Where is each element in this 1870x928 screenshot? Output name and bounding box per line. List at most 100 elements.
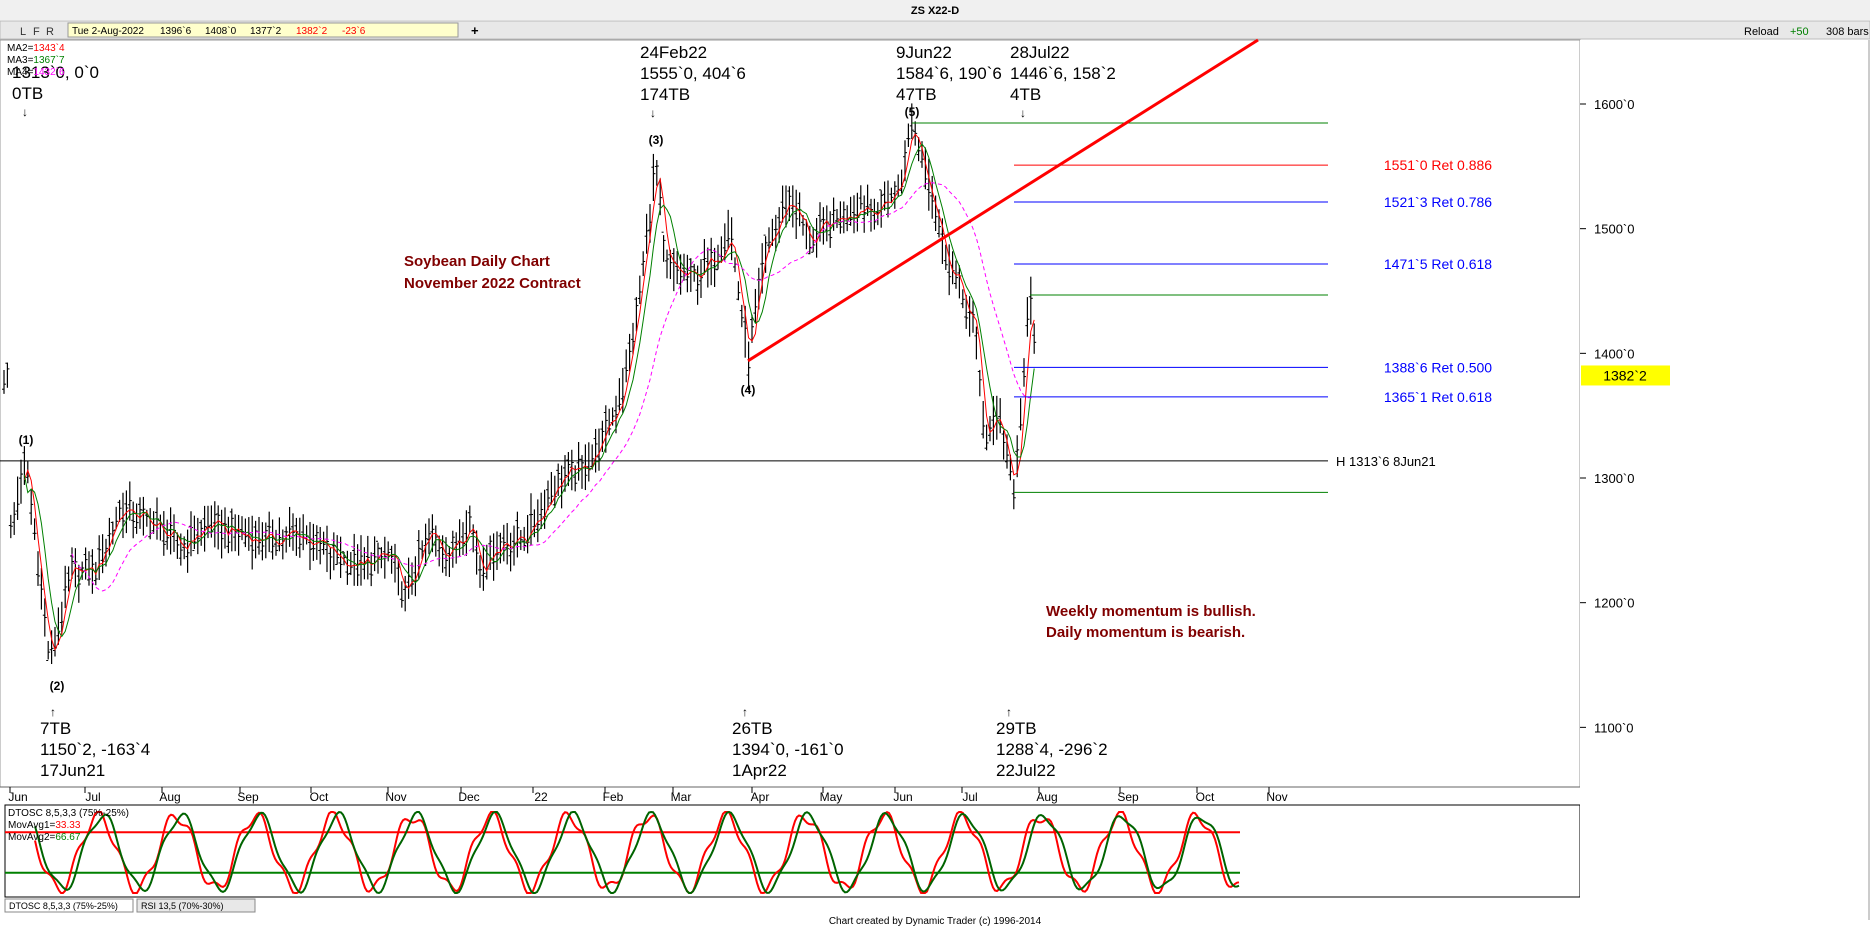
menu-l[interactable]: L: [20, 26, 26, 38]
x-tick-label: Jun: [8, 790, 27, 804]
wave-label: (5): [905, 105, 920, 119]
pivot-label-line: 17Jun21: [40, 761, 105, 780]
pivot-label-line: 1446`6, 158`2: [1010, 64, 1116, 83]
osc-movavg1: MovAvg1=33.33: [8, 820, 81, 831]
tab-rsi-label: RSI 13,5 (70%-30%): [141, 901, 224, 911]
note-title-2: November 2022 Contract: [404, 275, 581, 292]
y-tick-label: 1300`0: [1594, 471, 1634, 486]
x-tick-label: Dec: [458, 790, 479, 804]
pivot-label-line: 1584`6, 190`6: [896, 64, 1002, 83]
moving-averages: [23, 133, 1035, 651]
main-plot-frame: [0, 39, 1581, 788]
pivot-arrow: ↑: [742, 705, 748, 719]
quote-close: 1382`2: [296, 25, 328, 37]
wave-label: (1): [19, 433, 34, 447]
pivot-arrow: ↓: [650, 106, 656, 120]
legend-ma3: MA3=1367`7: [7, 54, 65, 66]
x-tick-label: Jul: [962, 790, 977, 804]
pivot-label-line: 174TB: [640, 85, 690, 104]
x-tick-label: Sep: [1117, 790, 1139, 804]
price-bars: [2, 103, 1037, 665]
plus-bars-button[interactable]: +50: [1790, 26, 1809, 38]
x-tick-label: Mar: [671, 790, 692, 804]
quote-change: -23`6: [342, 25, 366, 37]
pivot-label-line: 47TB: [896, 85, 937, 104]
pivot-label-line: 29TB: [996, 719, 1037, 738]
tab-dtosc[interactable]: [4, 898, 134, 913]
retracement-label: 1471`5 Ret 0.618: [1384, 256, 1492, 272]
osc-movavg2: MovAvg2=66.67: [8, 832, 81, 843]
x-tick-label: Nov: [1266, 790, 1287, 804]
current-price-box: [1581, 365, 1670, 386]
moving-average-ma3: [23, 143, 1035, 638]
y-tick-label: 1100`0: [1594, 720, 1634, 735]
note-momentum-1: Weekly momentum is bullish.: [1046, 603, 1256, 620]
y-tick-label: 1500`0: [1594, 222, 1634, 237]
x-tick-label: Apr: [751, 790, 770, 804]
pivot-label-line: 28Jul22: [1010, 43, 1070, 62]
horizontal-high-label: H 1313`6 8Jun21: [1336, 454, 1436, 469]
x-tick-label: May: [820, 790, 843, 804]
x-tick-label: Sep: [237, 790, 259, 804]
menu-r[interactable]: R: [46, 26, 54, 38]
wave-label: (2): [50, 679, 65, 693]
pivot-label-line: 1Apr22: [732, 761, 787, 780]
quote-open: 1396`6: [160, 25, 192, 37]
pivot-label-line: 1288`4, -296`2: [996, 740, 1108, 759]
overlays: H 1313`6 8Jun21 1551`0 Ret 0.886 1521`3 Re…: [0, 38, 1670, 493]
quote-high: 1408`0: [205, 25, 237, 37]
x-tick-label: Aug: [1036, 790, 1057, 804]
quote-box: [67, 22, 459, 38]
title-bar: [0, 0, 1870, 20]
reload-button[interactable]: Reload: [1744, 26, 1779, 38]
pivot-label-line: 1150`2, -163`4: [40, 740, 150, 759]
pivot-arrow: ↑: [50, 705, 56, 719]
moving-average-ma2: [23, 133, 1035, 651]
bars-count: 308 bars: [1826, 26, 1869, 38]
x-tick-label: 22: [534, 790, 548, 804]
osc-name: DTOSC 8,5,3,3 (75%-25%): [8, 808, 129, 819]
oscillator: [5, 810, 1240, 895]
pivot-label-line: 1555`0, 404`6: [640, 64, 746, 83]
current-price-label: 1382`2: [1603, 367, 1647, 383]
note-title-1: Soybean Daily Chart: [404, 253, 550, 270]
retracement-label: 1365`1 Ret 0.618: [1384, 389, 1492, 405]
y-tick-label: 1400`0: [1594, 346, 1634, 361]
x-tick-label: Feb: [603, 790, 624, 804]
x-tick-label: Nov: [385, 790, 406, 804]
x-tick-label: Aug: [159, 790, 180, 804]
legend-ma4: MA4=1432`6: [7, 66, 65, 78]
quote-low: 1377`2: [250, 25, 282, 37]
price-axis-panel: [1580, 40, 1870, 900]
note-momentum-2: Daily momentum is bearish.: [1046, 624, 1245, 641]
pivot-label-line: 9Jun22: [896, 43, 952, 62]
pivot-label-line: 24Feb22: [640, 43, 707, 62]
quote-date: Tue 2-Aug-2022: [72, 26, 144, 37]
pivot-label-line: 7TB: [40, 719, 71, 738]
y-tick-label: 1600`0: [1594, 97, 1634, 112]
pivot-arrow: ↑: [1006, 705, 1012, 719]
pivot-arrow: ↓: [1020, 106, 1026, 120]
menu-f[interactable]: F: [33, 26, 40, 38]
retracement-label: 1388`6 Ret 0.500: [1384, 359, 1492, 375]
axes: 1100`0 1200`0 1300`0 1400`0 1500`0 1600`0 Jun J…: [8, 97, 1634, 804]
tab-rsi[interactable]: [136, 898, 256, 913]
wave-label: (3): [649, 133, 664, 147]
chart-title: ZS X22-D: [911, 5, 959, 17]
info-bar: [0, 20, 1870, 40]
pivot-label-line: 1313`0, 0`0: [12, 63, 99, 82]
retracement-label: 1551`0 Ret 0.886: [1384, 157, 1492, 173]
pivot-label-line: 1394`0, -161`0: [732, 740, 844, 759]
pivot-label-line: 22Jul22: [996, 761, 1056, 780]
add-button[interactable]: +: [471, 23, 479, 38]
trendline: [747, 38, 1259, 363]
pivot-label-line: 26TB: [732, 719, 773, 738]
x-tick-label: Jun: [893, 790, 912, 804]
x-tick-label: Jul: [85, 790, 100, 804]
osc-slow-line: [34, 810, 1240, 895]
x-tick-label: Oct: [1196, 790, 1215, 804]
pivot-label-line: 0TB: [12, 84, 43, 103]
tab-dtosc-label: DTOSC 8,5,3,3 (75%-25%): [9, 901, 118, 911]
